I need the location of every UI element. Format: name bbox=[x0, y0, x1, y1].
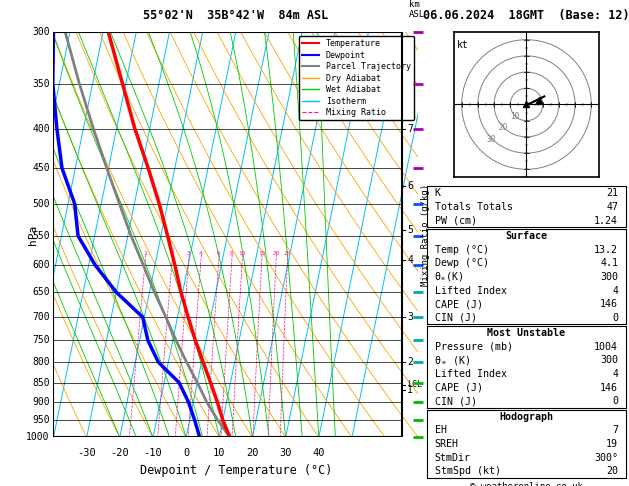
Text: LCL: LCL bbox=[407, 380, 422, 389]
Text: 550: 550 bbox=[32, 231, 50, 241]
Text: 40: 40 bbox=[313, 448, 325, 457]
Text: 3: 3 bbox=[187, 251, 191, 256]
Text: 3: 3 bbox=[407, 312, 413, 322]
Text: 4: 4 bbox=[407, 255, 413, 264]
Text: 10: 10 bbox=[238, 251, 246, 256]
Text: SREH: SREH bbox=[435, 439, 459, 449]
Text: θₑ(K): θₑ(K) bbox=[435, 272, 465, 282]
Text: 350: 350 bbox=[32, 79, 50, 88]
Text: 4: 4 bbox=[199, 251, 203, 256]
Text: 4: 4 bbox=[612, 369, 618, 379]
Text: 900: 900 bbox=[32, 397, 50, 407]
Text: StmSpd (kt): StmSpd (kt) bbox=[435, 466, 501, 476]
Text: 20: 20 bbox=[606, 466, 618, 476]
Text: Dewp (°C): Dewp (°C) bbox=[435, 259, 489, 268]
Text: 47: 47 bbox=[606, 202, 618, 212]
Legend: Temperature, Dewpoint, Parcel Trajectory, Dry Adiabat, Wet Adiabat, Isotherm, Mi: Temperature, Dewpoint, Parcel Trajectory… bbox=[299, 36, 414, 121]
Text: 400: 400 bbox=[32, 123, 50, 134]
Text: 30: 30 bbox=[487, 135, 496, 144]
Text: CIN (J): CIN (J) bbox=[435, 396, 477, 406]
Text: 800: 800 bbox=[32, 357, 50, 367]
Text: Temp (°C): Temp (°C) bbox=[435, 245, 489, 255]
Text: 850: 850 bbox=[32, 378, 50, 388]
Text: 13.2: 13.2 bbox=[594, 245, 618, 255]
Text: 06.06.2024  18GMT  (Base: 12): 06.06.2024 18GMT (Base: 12) bbox=[423, 9, 629, 22]
Text: 4.1: 4.1 bbox=[600, 259, 618, 268]
Text: 7: 7 bbox=[407, 123, 413, 134]
Text: CAPE (J): CAPE (J) bbox=[435, 382, 483, 393]
Text: 1000: 1000 bbox=[26, 433, 50, 442]
Text: Totals Totals: Totals Totals bbox=[435, 202, 513, 212]
Text: hPa: hPa bbox=[28, 225, 38, 244]
Text: 20: 20 bbox=[246, 448, 259, 457]
Text: 146: 146 bbox=[600, 299, 618, 309]
Text: Hodograph: Hodograph bbox=[499, 412, 554, 422]
Text: CAPE (J): CAPE (J) bbox=[435, 299, 483, 309]
Text: 2: 2 bbox=[170, 251, 174, 256]
Text: 5: 5 bbox=[407, 225, 413, 235]
Text: 7: 7 bbox=[612, 425, 618, 435]
Text: EH: EH bbox=[435, 425, 447, 435]
Text: 21: 21 bbox=[606, 189, 618, 198]
Text: 650: 650 bbox=[32, 287, 50, 297]
Text: Mixing Ratio (g/kg): Mixing Ratio (g/kg) bbox=[421, 183, 430, 286]
Text: © weatheronline.co.uk: © weatheronline.co.uk bbox=[470, 482, 583, 486]
Text: 1: 1 bbox=[407, 385, 413, 396]
Text: Dewpoint / Temperature (°C): Dewpoint / Temperature (°C) bbox=[140, 464, 332, 477]
Text: 1: 1 bbox=[143, 251, 147, 256]
Text: 6: 6 bbox=[407, 181, 413, 191]
Text: 55°02'N  35B°42'W  84m ASL: 55°02'N 35B°42'W 84m ASL bbox=[143, 9, 328, 22]
Text: StmDir: StmDir bbox=[435, 452, 470, 463]
Text: θₑ (K): θₑ (K) bbox=[435, 355, 470, 365]
Text: 20: 20 bbox=[272, 251, 280, 256]
Text: -10: -10 bbox=[143, 448, 162, 457]
Text: 950: 950 bbox=[32, 415, 50, 425]
Text: 1004: 1004 bbox=[594, 342, 618, 352]
Text: 300°: 300° bbox=[594, 452, 618, 463]
Text: Pressure (mb): Pressure (mb) bbox=[435, 342, 513, 352]
Text: 19: 19 bbox=[606, 439, 618, 449]
Text: kt: kt bbox=[457, 40, 469, 50]
Text: km
ASL: km ASL bbox=[409, 0, 425, 19]
Text: 0: 0 bbox=[612, 312, 618, 323]
Text: -30: -30 bbox=[77, 448, 96, 457]
Text: 0: 0 bbox=[183, 448, 189, 457]
Text: 30: 30 bbox=[279, 448, 292, 457]
Text: 300: 300 bbox=[32, 27, 50, 36]
Text: Most Unstable: Most Unstable bbox=[487, 329, 565, 338]
Text: 25: 25 bbox=[284, 251, 291, 256]
Text: 450: 450 bbox=[32, 163, 50, 173]
Text: 15: 15 bbox=[258, 251, 265, 256]
Text: -20: -20 bbox=[111, 448, 129, 457]
Text: Lifted Index: Lifted Index bbox=[435, 369, 507, 379]
Text: 700: 700 bbox=[32, 312, 50, 322]
Text: CIN (J): CIN (J) bbox=[435, 312, 477, 323]
Text: K: K bbox=[435, 189, 441, 198]
Text: 600: 600 bbox=[32, 260, 50, 270]
Text: 500: 500 bbox=[32, 199, 50, 209]
Text: 10: 10 bbox=[510, 112, 520, 121]
Text: 8: 8 bbox=[230, 251, 234, 256]
Text: 10: 10 bbox=[213, 448, 226, 457]
Text: Surface: Surface bbox=[506, 231, 547, 241]
Text: 300: 300 bbox=[600, 272, 618, 282]
Text: 750: 750 bbox=[32, 335, 50, 346]
Text: 1.24: 1.24 bbox=[594, 215, 618, 226]
Text: 146: 146 bbox=[600, 382, 618, 393]
Text: PW (cm): PW (cm) bbox=[435, 215, 477, 226]
Text: 6: 6 bbox=[217, 251, 221, 256]
Text: 300: 300 bbox=[600, 355, 618, 365]
Text: Lifted Index: Lifted Index bbox=[435, 285, 507, 295]
Text: 0: 0 bbox=[612, 396, 618, 406]
Text: 4: 4 bbox=[612, 285, 618, 295]
Text: 20: 20 bbox=[499, 123, 508, 132]
Text: 2: 2 bbox=[407, 357, 413, 367]
